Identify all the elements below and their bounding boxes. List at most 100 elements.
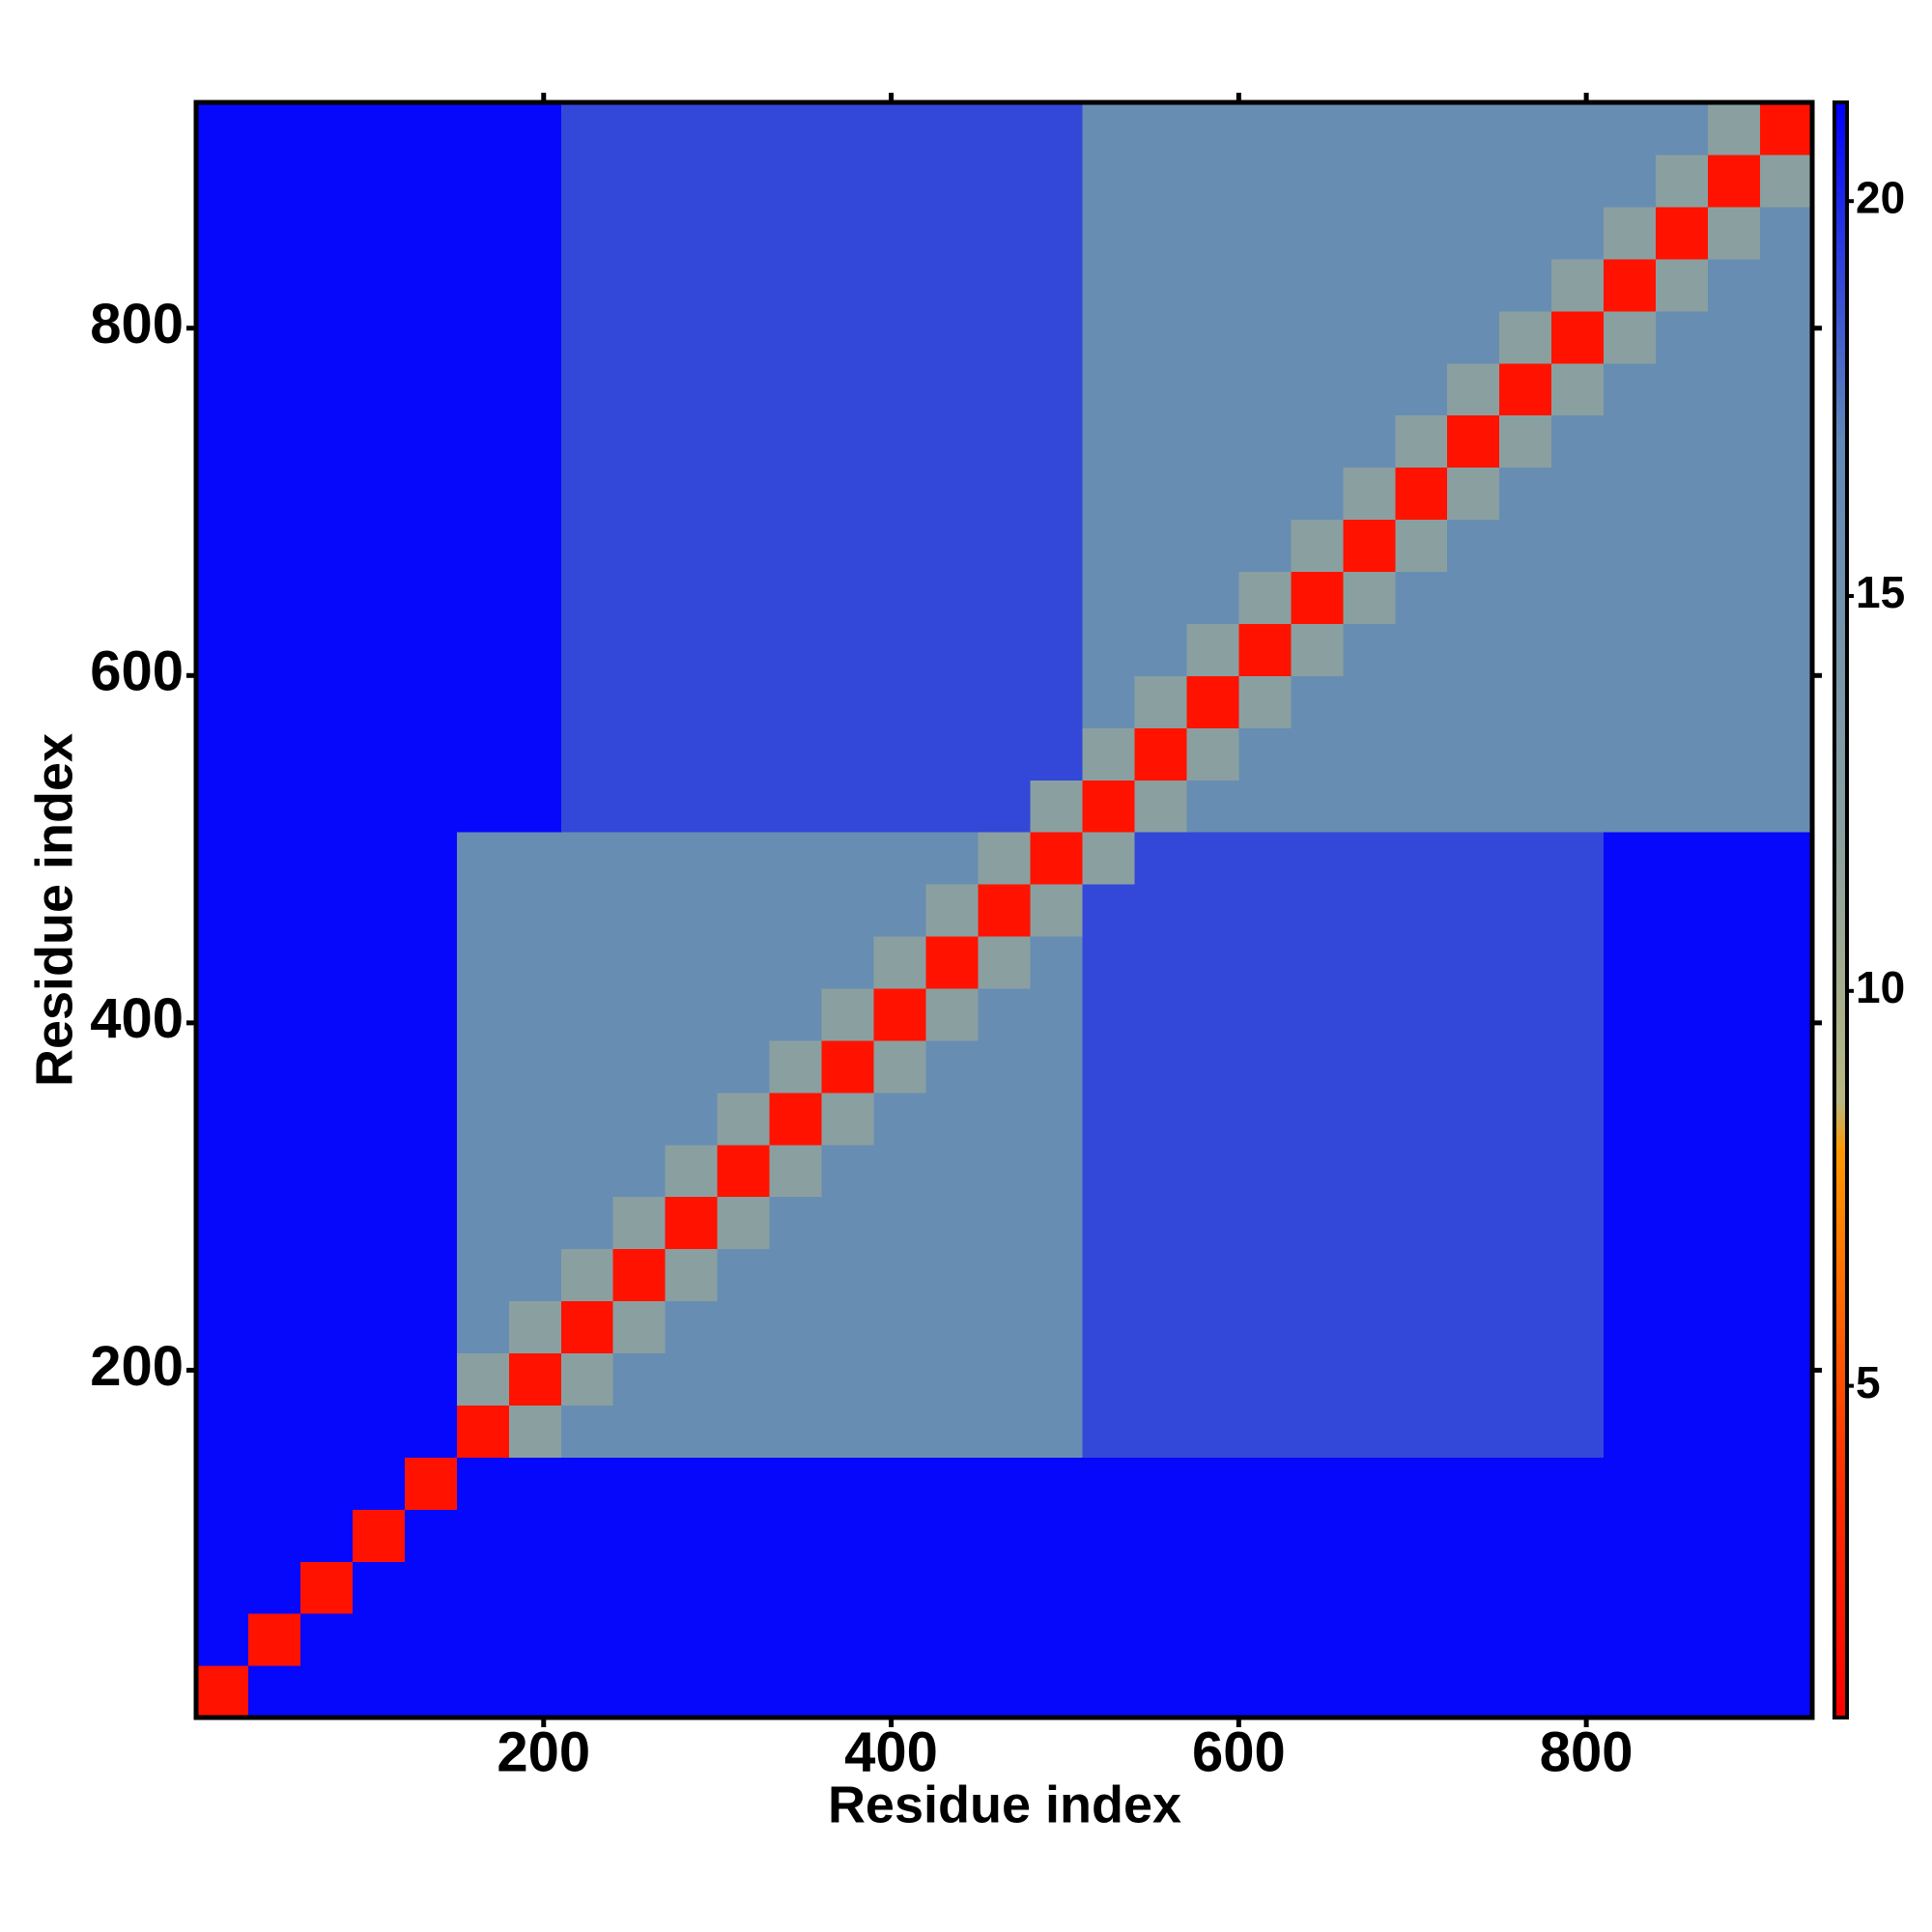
heatmap-cell xyxy=(1291,258,1344,312)
heatmap-cell xyxy=(769,1144,823,1198)
heatmap-cell xyxy=(873,414,927,469)
heatmap-cell xyxy=(1447,832,1500,885)
heatmap-cell xyxy=(1551,1405,1605,1458)
heatmap-cell xyxy=(404,1352,458,1406)
heatmap-cell xyxy=(1291,310,1344,364)
colorbar-tick-label: 20 xyxy=(1856,172,1905,222)
heatmap-cell xyxy=(717,1665,771,1719)
heatmap-cell xyxy=(925,1509,980,1562)
heatmap-cell xyxy=(299,519,354,573)
colorbar-segment xyxy=(1834,833,1847,1102)
heatmap-cell xyxy=(1186,467,1239,521)
heatmap-cell xyxy=(873,1352,927,1406)
heatmap-cell xyxy=(665,414,719,469)
heatmap-cell xyxy=(247,1092,301,1146)
heatmap-cell xyxy=(1447,727,1500,781)
heatmap-cell xyxy=(1447,1248,1500,1302)
heatmap-cell xyxy=(1656,623,1709,676)
heatmap-cell xyxy=(1447,675,1500,728)
heatmap-cell xyxy=(873,1613,927,1666)
heatmap-cell xyxy=(1343,467,1396,521)
heatmap-cell xyxy=(1030,1248,1084,1302)
heatmap-cell xyxy=(821,780,875,833)
heatmap-cell xyxy=(352,1405,406,1458)
heatmap-cell xyxy=(1499,310,1552,364)
heatmap-cell xyxy=(873,206,927,260)
heatmap-cell xyxy=(665,258,719,312)
heatmap-cell xyxy=(456,675,510,728)
heatmap-cell xyxy=(1708,623,1761,676)
heatmap-cell xyxy=(1656,1248,1709,1302)
heatmap-cell xyxy=(1291,206,1344,260)
heatmap-cell xyxy=(299,1248,354,1302)
heatmap-cell xyxy=(1238,1613,1292,1666)
heatmap-cell xyxy=(1291,1196,1344,1250)
heatmap-cell xyxy=(665,1613,719,1666)
heatmap-cell xyxy=(978,1352,1032,1406)
heatmap-cell xyxy=(1238,1092,1292,1146)
heatmap-cell xyxy=(404,780,458,833)
heatmap-cell xyxy=(1238,1144,1292,1198)
heatmap-cell xyxy=(299,780,354,833)
heatmap-cell xyxy=(1238,206,1292,260)
heatmap-cell xyxy=(1291,1248,1344,1302)
heatmap-cell xyxy=(196,1405,249,1458)
heatmap-cell xyxy=(1238,1405,1292,1458)
heatmap-cell xyxy=(769,780,823,833)
heatmap-cell xyxy=(404,519,458,573)
heatmap-cell xyxy=(508,1613,562,1666)
heatmap-cell xyxy=(612,102,667,156)
heatmap-cell xyxy=(925,414,980,469)
heatmap-cell xyxy=(1343,414,1396,469)
heatmap-cell xyxy=(404,1613,458,1666)
heatmap-cell xyxy=(1604,1300,1657,1354)
heatmap-cell xyxy=(560,780,614,833)
heatmap-cell xyxy=(925,1665,980,1719)
y-tick-label: 600 xyxy=(90,640,184,703)
heatmap-cell xyxy=(612,1352,667,1406)
heatmap-cell xyxy=(1291,935,1344,989)
heatmap-cell xyxy=(1395,362,1448,416)
heatmap-cell xyxy=(404,1561,458,1614)
heatmap-cell xyxy=(1551,1092,1605,1146)
heatmap-cell xyxy=(665,675,719,728)
heatmap-cell xyxy=(612,258,667,312)
heatmap-cell xyxy=(247,1405,301,1458)
heatmap-cell xyxy=(456,987,510,1041)
heatmap-cell xyxy=(665,1561,719,1614)
heatmap-cell xyxy=(665,467,719,521)
heatmap-cell xyxy=(769,1457,823,1510)
heatmap-cell xyxy=(1708,1613,1761,1666)
heatmap-cell xyxy=(612,832,667,885)
heatmap-cell xyxy=(196,1352,249,1406)
heatmap-cell xyxy=(1343,310,1396,364)
heatmap-cell xyxy=(821,414,875,469)
heatmap-cell xyxy=(196,623,249,676)
heatmap-cell xyxy=(1708,1092,1761,1146)
heatmap-cell xyxy=(612,467,667,521)
heatmap-cell xyxy=(1708,467,1761,521)
heatmap-cell xyxy=(247,206,301,260)
heatmap-cell xyxy=(1030,362,1084,416)
heatmap-cell xyxy=(1082,987,1136,1041)
heatmap-cell xyxy=(978,832,1032,885)
heatmap-cell xyxy=(821,1613,875,1666)
heatmap-cell xyxy=(717,1092,771,1146)
heatmap-cell xyxy=(1447,935,1500,989)
heatmap-cell xyxy=(717,1039,771,1094)
heatmap-cell xyxy=(1082,935,1136,989)
heatmap-cell xyxy=(299,1613,354,1666)
heatmap-cell xyxy=(508,571,562,624)
heatmap-cell xyxy=(352,154,406,208)
heatmap-cell xyxy=(196,1092,249,1146)
heatmap-cell xyxy=(1395,467,1448,521)
heatmap-cell xyxy=(1030,206,1084,260)
heatmap-cell xyxy=(769,1300,823,1354)
heatmap-cell xyxy=(404,675,458,728)
heatmap-cell xyxy=(1760,780,1813,833)
heatmap-cell xyxy=(456,727,510,781)
heatmap-cell xyxy=(1760,1352,1813,1406)
heatmap-cell xyxy=(1395,519,1448,573)
heatmap-cell xyxy=(769,1561,823,1614)
heatmap-cell xyxy=(665,571,719,624)
